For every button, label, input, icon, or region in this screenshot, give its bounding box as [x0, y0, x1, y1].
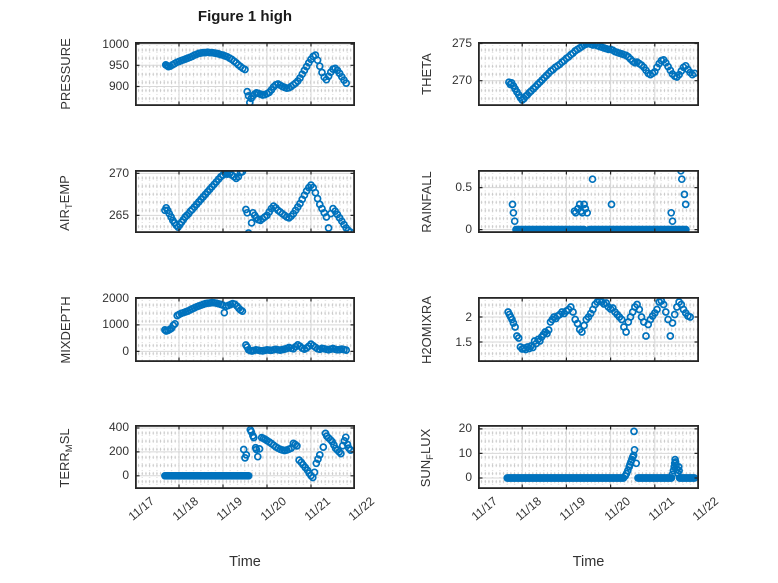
y-tick-label: 265	[108, 207, 129, 222]
x-tick-label: 11/22	[689, 494, 721, 524]
plot-area-theta	[478, 42, 699, 106]
y-tick-label: 2000	[102, 290, 129, 305]
subplot-rainfall	[478, 170, 699, 233]
axes-border	[135, 425, 355, 489]
y-tick-label: 200	[108, 444, 129, 459]
scatter-series	[503, 427, 699, 482]
y-tick-label: 1000	[102, 36, 129, 51]
tick-marks	[478, 426, 699, 488]
subplot-h2omixra	[478, 297, 699, 362]
y-axis-label-sun_flux: SUNFLUX	[418, 428, 436, 488]
scatter-series	[161, 48, 351, 106]
y-tick-label: 0.5	[455, 180, 472, 195]
y-tick-label: 10	[458, 445, 472, 460]
x-tick-label: 11/18	[512, 494, 545, 524]
y-tick-label: 270	[451, 73, 472, 88]
y-tick-label: 950	[108, 57, 129, 72]
x-tick-label: 11/20	[257, 494, 289, 524]
y-tick-label: 0	[122, 468, 129, 483]
plot-area-mixdepth	[135, 297, 355, 362]
x-tick-label: 11/17	[468, 494, 500, 524]
x-tick-label: 11/22	[345, 494, 377, 524]
x-tick-label: 11/19	[213, 494, 245, 524]
y-tick-label: 2	[465, 309, 472, 324]
y-tick-label: 400	[108, 420, 129, 435]
scatter-series	[508, 170, 690, 233]
scatter-series	[504, 297, 695, 354]
y-tick-label: 1.5	[455, 334, 472, 349]
x-tick-label: 11/17	[125, 494, 157, 524]
figure-title: Figure 1 high	[197, 8, 293, 25]
major-gridlines	[478, 42, 699, 106]
scatter-series	[505, 42, 699, 104]
axes-border	[135, 297, 355, 362]
tick-marks	[478, 171, 699, 232]
x-tick-label: 11/21	[645, 494, 677, 524]
y-tick-label: 1000	[102, 317, 129, 332]
major-gridlines	[135, 42, 355, 106]
plot-area-rainfall	[478, 170, 699, 233]
tick-marks	[135, 43, 355, 105]
y-tick-label: 0	[465, 222, 472, 237]
tick-marks	[478, 42, 699, 105]
y-tick-label: 275	[451, 35, 472, 50]
scatter-series	[161, 298, 351, 355]
subplot-air-temp	[135, 170, 355, 233]
subplot-sun-flux	[478, 425, 699, 489]
tick-marks	[135, 171, 355, 232]
scatter-series	[161, 425, 355, 482]
subplot-theta	[478, 42, 699, 106]
axes-border	[478, 42, 699, 106]
scatter-series	[161, 170, 355, 233]
xlabel-time-left: Time	[229, 554, 261, 570]
y-tick-label: 0	[465, 470, 472, 485]
plot-area-terr_msl	[135, 425, 355, 489]
tick-marks	[135, 426, 355, 488]
subplot-pressure	[135, 42, 355, 106]
plot-area-h2omixra	[478, 297, 699, 362]
plot-area-pressure	[135, 42, 355, 106]
y-tick-label: 270	[108, 165, 129, 180]
plot-area-air_temp	[135, 170, 355, 233]
x-tick-label: 11/21	[301, 494, 333, 524]
plot-area-sun_flux	[478, 425, 699, 489]
axes-border	[478, 170, 699, 233]
x-tick-label: 11/19	[557, 494, 589, 524]
subplot-mixdepth	[135, 297, 355, 362]
x-tick-label: 11/18	[169, 494, 201, 524]
axes-border	[478, 297, 699, 362]
y-tick-label: 0	[122, 343, 129, 358]
y-tick-label: 900	[108, 79, 129, 93]
subplot-terr-msl	[135, 425, 355, 489]
major-gridlines	[135, 170, 355, 233]
axes-border	[478, 425, 699, 489]
tick-marks	[478, 298, 699, 361]
major-gridlines	[478, 297, 699, 362]
axes-border	[135, 42, 355, 106]
y-tick-label: 20	[458, 421, 472, 436]
axes-border	[135, 170, 355, 233]
x-tick-label: 11/20	[601, 494, 633, 524]
y-axis-label-terr_msl: TERRMSL	[57, 428, 75, 488]
xlabel-time-right: Time	[572, 554, 605, 570]
